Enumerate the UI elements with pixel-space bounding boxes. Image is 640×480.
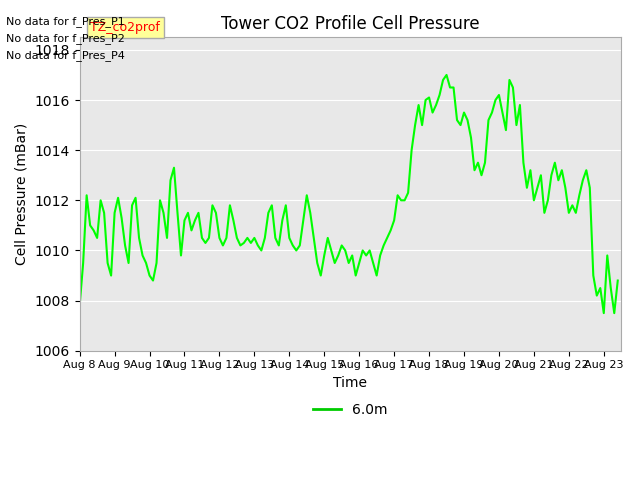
Legend: 6.0m: 6.0m [308,397,393,422]
Y-axis label: Cell Pressure (mBar): Cell Pressure (mBar) [15,123,29,265]
Text: No data for f_Pres_P2: No data for f_Pres_P2 [6,33,125,44]
X-axis label: Time: Time [333,376,367,390]
Text: No data for f_Pres_P1: No data for f_Pres_P1 [6,16,125,27]
Text: TZ_co2prof: TZ_co2prof [90,21,161,34]
Text: No data for f_Pres_P4: No data for f_Pres_P4 [6,49,125,60]
Title: Tower CO2 Profile Cell Pressure: Tower CO2 Profile Cell Pressure [221,15,480,33]
